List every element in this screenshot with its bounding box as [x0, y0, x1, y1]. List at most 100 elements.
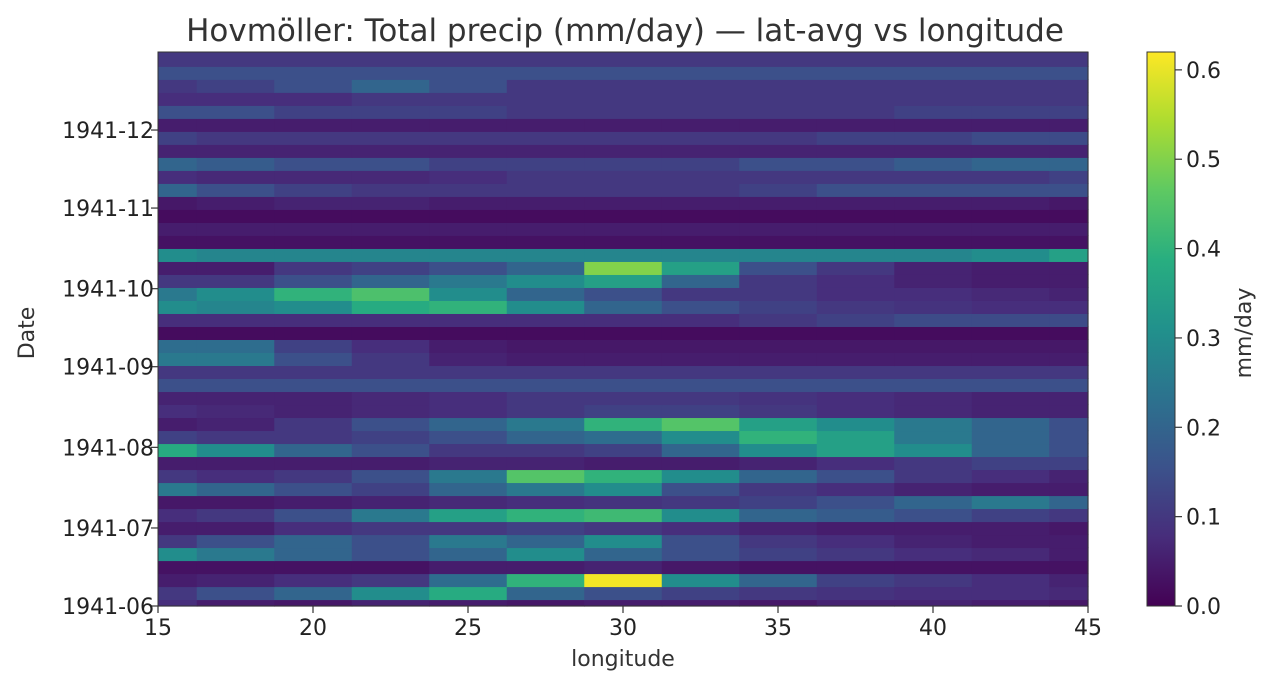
heatmap-cell	[971, 157, 1050, 171]
heatmap-cell	[158, 404, 198, 419]
heatmap-cell	[971, 105, 1050, 119]
heatmap-cell	[661, 170, 740, 184]
heatmap-cell	[894, 261, 973, 275]
heatmap-cell	[584, 456, 663, 471]
heatmap-cell	[1049, 469, 1089, 484]
heatmap-cell	[429, 79, 508, 93]
heatmap-cell	[196, 131, 275, 145]
heatmap-cell	[661, 430, 740, 445]
heatmap-cell	[158, 235, 198, 249]
heatmap-cell	[1049, 170, 1089, 184]
heatmap-cell	[816, 547, 895, 562]
heatmap-cell	[506, 365, 585, 380]
heatmap-cell	[739, 131, 818, 145]
heatmap-cell	[506, 547, 585, 562]
heatmap-cell	[351, 313, 430, 327]
heatmap-cell	[816, 105, 895, 119]
heatmap-cell	[661, 391, 740, 406]
heatmap-cell	[158, 378, 198, 393]
heatmap-cell	[1049, 287, 1089, 301]
heatmap-cell	[584, 521, 663, 536]
heatmap-cell	[506, 469, 585, 484]
heatmap-cell	[894, 391, 973, 406]
heatmap-cell	[894, 300, 973, 314]
heatmap-cell	[274, 183, 353, 197]
heatmap-cell	[894, 339, 973, 353]
heatmap-cell	[351, 248, 430, 262]
heatmap-cell	[158, 79, 198, 93]
heatmap-cell	[158, 274, 198, 288]
heatmap-cell	[739, 170, 818, 184]
heatmap-cell	[196, 261, 275, 275]
heatmap-cell	[816, 248, 895, 262]
heatmap-cell	[739, 456, 818, 471]
heatmap-cell	[196, 599, 275, 607]
heatmap-cell	[584, 352, 663, 367]
heatmap-cell	[661, 287, 740, 301]
heatmap-cell	[351, 547, 430, 562]
heatmap-cell	[351, 326, 430, 340]
x-tick-label: 20	[299, 616, 327, 641]
heatmap-cell	[274, 404, 353, 419]
heatmap-cell	[351, 352, 430, 367]
heatmap-cell	[1049, 391, 1089, 406]
heatmap-cell	[158, 118, 198, 132]
heatmap-cell	[661, 131, 740, 145]
heatmap-cell	[971, 261, 1050, 275]
heatmap-cell	[739, 443, 818, 458]
colorbar-tick-label: 0.0	[1186, 595, 1221, 620]
heatmap-cell	[816, 599, 895, 607]
heatmap-cell	[196, 391, 275, 406]
heatmap-cell	[1049, 430, 1089, 445]
heatmap-cell	[351, 456, 430, 471]
heatmap-cell	[274, 235, 353, 249]
heatmap-cell	[739, 404, 818, 419]
heatmap-cell	[584, 365, 663, 380]
heatmap-cell	[661, 118, 740, 132]
heatmap-cell	[739, 248, 818, 262]
heatmap-cell	[274, 417, 353, 432]
heatmap-cell	[739, 183, 818, 197]
heatmap-cell	[584, 547, 663, 562]
heatmap-cell	[584, 469, 663, 484]
heatmap-cell	[158, 508, 198, 523]
heatmap-cell	[661, 209, 740, 223]
heatmap-cell	[158, 469, 198, 484]
heatmap-cell	[506, 456, 585, 471]
heatmap-cell	[158, 183, 198, 197]
heatmap-cell	[506, 391, 585, 406]
heatmap-cell	[196, 365, 275, 380]
heatmap-cell	[1049, 560, 1089, 575]
heatmap-cell	[274, 482, 353, 497]
heatmap-cell	[506, 430, 585, 445]
heatmap-cell	[429, 274, 508, 288]
heatmap-cell	[158, 560, 198, 575]
heatmap-cell	[274, 378, 353, 393]
heatmap-cell	[158, 430, 198, 445]
heatmap-cell	[816, 79, 895, 93]
heatmap-cell	[506, 52, 585, 67]
heatmap-cell	[1049, 534, 1089, 549]
heatmap-cell	[351, 274, 430, 288]
heatmap-cell	[351, 495, 430, 510]
heatmap-cell	[739, 261, 818, 275]
colorbar-ticks: 0.0 0.1 0.2 0.3 0.4 0.5 0.6	[1175, 59, 1221, 620]
heatmap-cell	[351, 287, 430, 301]
heatmap-cell	[894, 521, 973, 536]
heatmap-cell	[274, 66, 353, 80]
heatmap-cell	[816, 352, 895, 367]
heatmap-cell	[1049, 248, 1089, 262]
heatmap-cell	[351, 599, 430, 607]
heatmap-cell	[584, 404, 663, 419]
heatmap-cell	[429, 482, 508, 497]
heatmap-cell	[584, 118, 663, 132]
heatmap-cell	[506, 222, 585, 236]
heatmap-cell	[739, 560, 818, 575]
heatmap-cell	[158, 521, 198, 536]
heatmap-cell	[971, 274, 1050, 288]
heatmap-cell	[351, 430, 430, 445]
heatmap-cell	[506, 599, 585, 607]
heatmap-cell	[739, 430, 818, 445]
heatmap-cell	[894, 599, 973, 607]
heatmap-cell	[429, 339, 508, 353]
